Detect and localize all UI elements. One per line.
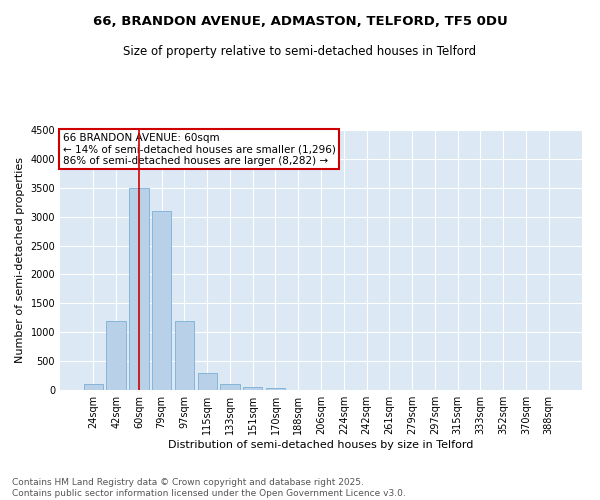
Text: 66 BRANDON AVENUE: 60sqm
← 14% of semi-detached houses are smaller (1,296)
86% o: 66 BRANDON AVENUE: 60sqm ← 14% of semi-d… bbox=[62, 132, 335, 166]
Text: Contains HM Land Registry data © Crown copyright and database right 2025.
Contai: Contains HM Land Registry data © Crown c… bbox=[12, 478, 406, 498]
Bar bbox=[152, 211, 172, 390]
Bar bbox=[243, 386, 262, 390]
Bar bbox=[129, 188, 149, 390]
Y-axis label: Number of semi-detached properties: Number of semi-detached properties bbox=[15, 157, 25, 363]
Bar bbox=[220, 384, 239, 390]
Bar bbox=[175, 320, 194, 390]
X-axis label: Distribution of semi-detached houses by size in Telford: Distribution of semi-detached houses by … bbox=[169, 440, 473, 450]
Bar bbox=[197, 372, 217, 390]
Bar bbox=[266, 388, 285, 390]
Text: 66, BRANDON AVENUE, ADMASTON, TELFORD, TF5 0DU: 66, BRANDON AVENUE, ADMASTON, TELFORD, T… bbox=[92, 15, 508, 28]
Text: Size of property relative to semi-detached houses in Telford: Size of property relative to semi-detach… bbox=[124, 45, 476, 58]
Bar bbox=[106, 320, 126, 390]
Bar bbox=[84, 384, 103, 390]
